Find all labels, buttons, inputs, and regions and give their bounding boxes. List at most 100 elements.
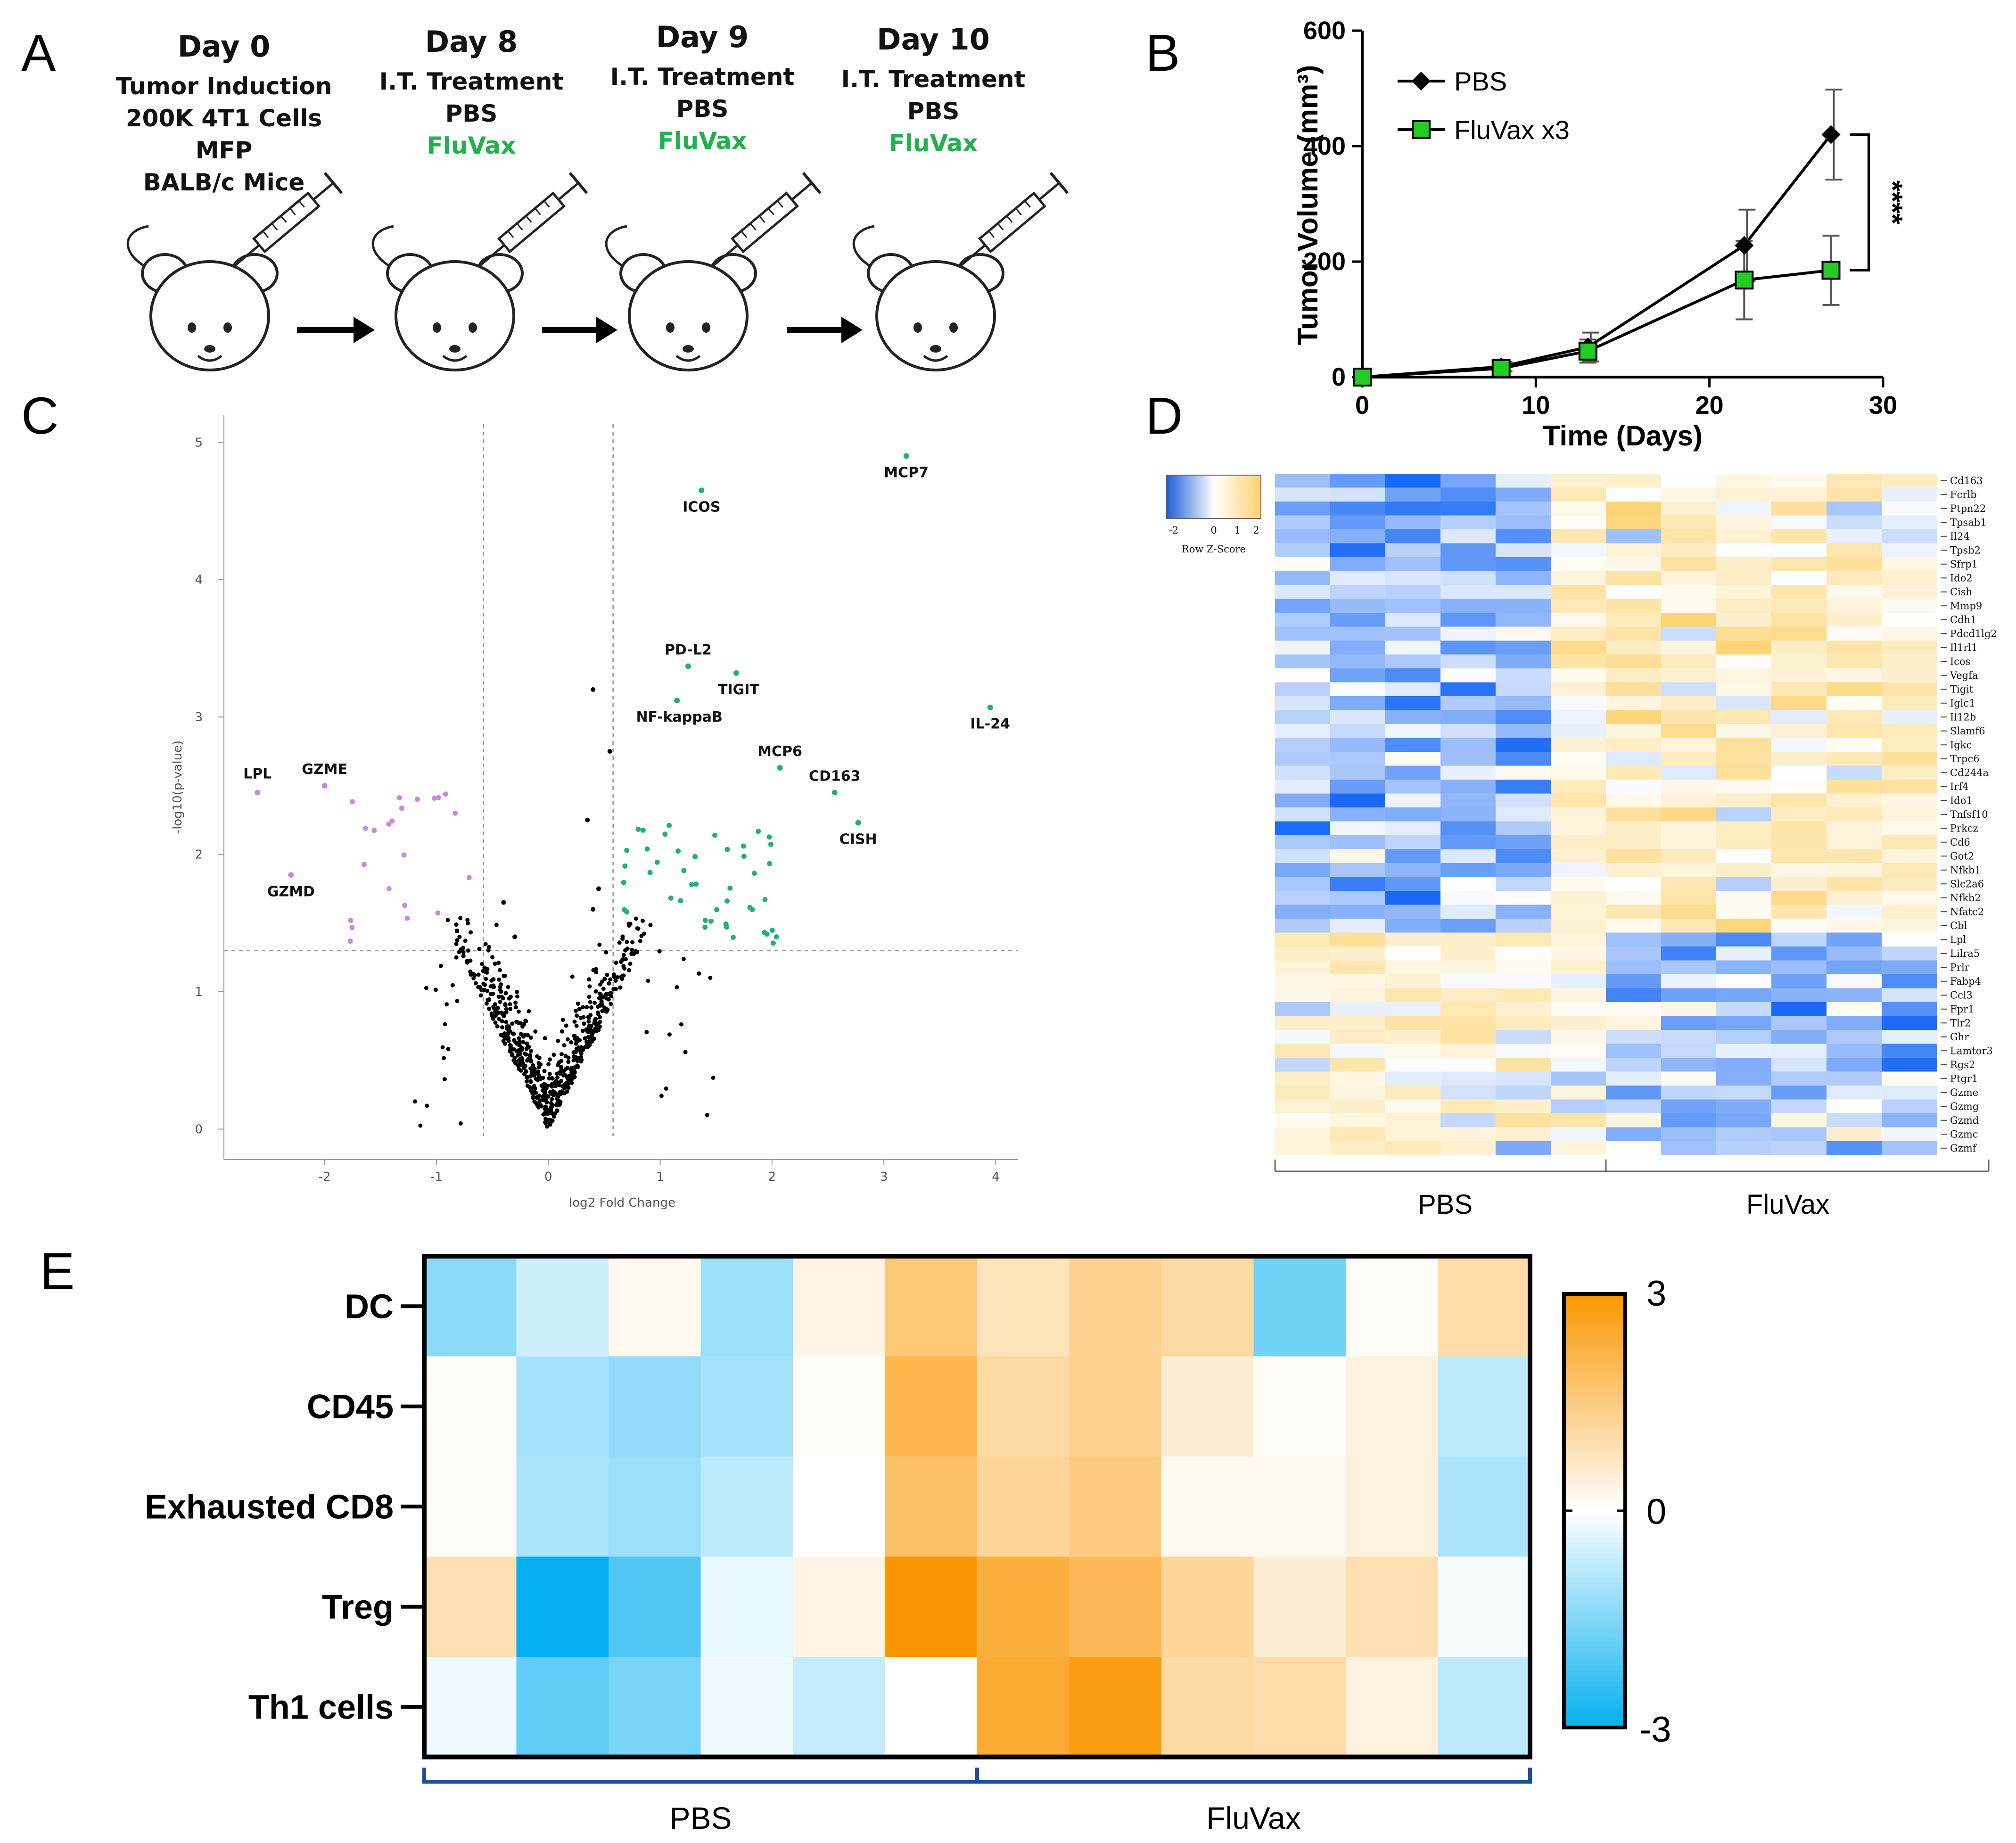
row-label: Exhausted CD8 bbox=[145, 1488, 394, 1526]
volcano-point bbox=[412, 1099, 417, 1104]
heatmap-cell bbox=[885, 1456, 978, 1557]
heatmap-cell bbox=[1716, 821, 1772, 836]
heatmap-cell bbox=[1385, 1113, 1441, 1127]
heatmap-cell bbox=[1882, 738, 1937, 752]
heatmap-cell bbox=[1551, 1016, 1606, 1030]
volcano-point bbox=[442, 1077, 447, 1082]
volcano-point bbox=[615, 975, 620, 979]
heatmap-cell bbox=[1771, 765, 1827, 780]
legend-label: PBS bbox=[1454, 66, 1507, 96]
heatmap-cell bbox=[424, 1256, 517, 1357]
heatmap-cell bbox=[1882, 487, 1937, 502]
timeline-fluvax-3: FluVax bbox=[889, 130, 978, 157]
heatmap-cell bbox=[1661, 891, 1717, 905]
heatmap-cell bbox=[1661, 765, 1717, 780]
volcano-point bbox=[543, 1116, 548, 1121]
heatmap-cell bbox=[1882, 835, 1937, 849]
volcano-point bbox=[499, 989, 503, 994]
volcano-point-down bbox=[436, 795, 441, 800]
gene-label: Nfatc2 bbox=[1950, 906, 1984, 917]
volcano-point bbox=[438, 963, 443, 968]
mouse-eye-icon bbox=[469, 322, 477, 333]
volcano-point bbox=[508, 1002, 512, 1007]
heatmap-cell bbox=[1771, 696, 1827, 710]
heatmap-cell bbox=[1440, 974, 1496, 988]
volcano-point bbox=[623, 957, 628, 962]
heatmap-cell bbox=[1496, 515, 1551, 530]
volcano-point bbox=[518, 1021, 523, 1026]
volcano-point-down bbox=[414, 796, 420, 802]
heatmap-cell bbox=[1661, 877, 1717, 891]
heatmap-cell bbox=[1275, 738, 1331, 752]
heatmap-cell bbox=[1716, 1058, 1772, 1072]
heatmap-cell bbox=[1551, 960, 1606, 975]
gene-label: Mmp9 bbox=[1950, 600, 1982, 611]
heatmap-cell bbox=[1716, 960, 1772, 975]
heatmap-cell bbox=[1827, 502, 1882, 516]
heatmap-cell bbox=[1716, 487, 1772, 502]
heatmap-cell bbox=[1606, 1113, 1662, 1127]
volcano-point-labeled bbox=[987, 704, 993, 710]
volcano-point bbox=[536, 1065, 541, 1070]
gene-label: Tpsb2 bbox=[1950, 544, 1981, 556]
heatmap-cell bbox=[1330, 765, 1386, 780]
volcano-point bbox=[600, 1003, 604, 1007]
volcano-point bbox=[497, 977, 502, 982]
syringe-icon bbox=[478, 172, 588, 267]
group-label-fluvax: FluVax bbox=[1746, 1189, 1829, 1220]
heatmap-cell bbox=[1275, 891, 1331, 905]
heatmap-cell bbox=[1606, 654, 1662, 669]
heatmap-cell bbox=[1440, 487, 1496, 502]
heatmap-cell bbox=[1716, 1002, 1772, 1016]
timeline-arrowhead-icon bbox=[841, 317, 863, 343]
volcano-point bbox=[555, 1109, 560, 1113]
heatmap-cell bbox=[1330, 696, 1386, 710]
volcano-point bbox=[487, 1006, 492, 1011]
volcano-point bbox=[592, 1037, 597, 1041]
syringe-plunger-icon bbox=[323, 172, 343, 194]
volcano-point bbox=[523, 1018, 528, 1023]
heatmap-cell bbox=[1716, 891, 1772, 905]
heatmap-cell bbox=[1385, 724, 1441, 738]
heatmap-cell bbox=[1440, 682, 1496, 697]
heatmap-cell bbox=[1882, 821, 1937, 836]
group-label-pbs: PBS bbox=[1418, 1189, 1473, 1220]
heatmap-cell bbox=[1161, 1356, 1254, 1457]
volcano-point bbox=[489, 978, 494, 983]
volcano-point bbox=[612, 974, 617, 979]
gene-label: Prkcz bbox=[1950, 823, 1978, 834]
heatmap-cell bbox=[1882, 1086, 1937, 1100]
gene-heatmap: Cd163 Fcrlb Ptpn22 Tpsab1 Il24 Tpsb2 Sfrp1 Ido2… bbox=[1166, 474, 1997, 1220]
heatmap-cell bbox=[1827, 1044, 1882, 1058]
volcano-point bbox=[598, 1015, 602, 1020]
heatmap-cell bbox=[1882, 793, 1937, 808]
colorbar bbox=[1562, 1292, 1627, 1729]
volcano-point bbox=[584, 1005, 589, 1010]
volcano-point bbox=[524, 1079, 529, 1084]
heatmap-cell bbox=[1275, 1016, 1331, 1030]
heatmap-cell bbox=[1385, 849, 1441, 864]
heatmap-cell bbox=[1771, 641, 1827, 655]
volcano-point bbox=[634, 916, 638, 921]
heatmap-cell bbox=[1882, 557, 1937, 571]
treatment-timeline: Day 0 Tumor Induction 200K 4T1 Cells MFP BAL… bbox=[116, 20, 1069, 371]
heatmap-cell bbox=[1438, 1456, 1531, 1557]
volcano-point-up bbox=[741, 843, 746, 849]
heatmap-cell bbox=[1551, 571, 1606, 585]
volcano-point bbox=[574, 1023, 579, 1028]
heatmap-cell bbox=[1496, 626, 1551, 641]
heatmap-cell bbox=[1606, 543, 1662, 558]
heatmap-cell bbox=[1385, 974, 1441, 988]
volcano-point bbox=[461, 954, 466, 958]
heatmap-cell bbox=[793, 1657, 885, 1757]
heatmap-cell bbox=[1496, 571, 1551, 585]
heatmap-cell bbox=[1827, 474, 1882, 488]
heatmap-cell bbox=[1496, 599, 1551, 613]
volcano-point bbox=[516, 1063, 521, 1068]
heatmap-cell bbox=[1661, 919, 1717, 933]
volcano-point bbox=[607, 981, 611, 986]
heatmap-cell bbox=[1771, 682, 1827, 697]
heatmap-cell bbox=[1069, 1356, 1162, 1457]
heatmap-cell bbox=[1606, 960, 1662, 975]
syringe-plunger-icon bbox=[1038, 182, 1060, 201]
